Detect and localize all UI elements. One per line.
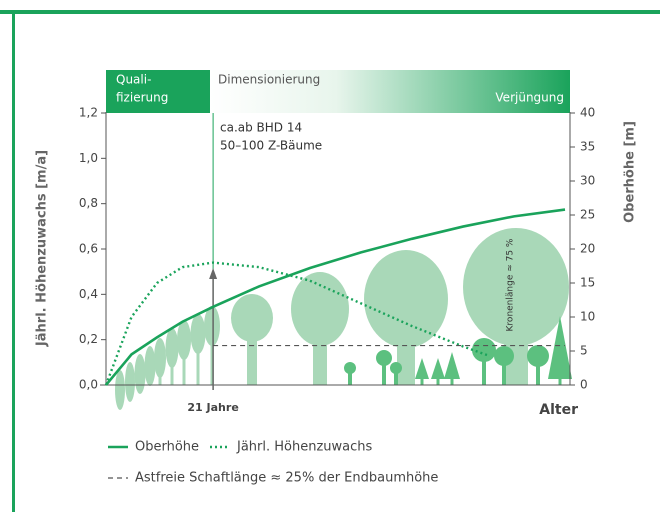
tree-crown bbox=[134, 354, 146, 394]
tree-crown bbox=[125, 362, 135, 402]
legend-label: Oberhöhe bbox=[135, 440, 199, 455]
y-tick-label: 0,2 bbox=[79, 332, 98, 346]
y-tick-label: 0,0 bbox=[79, 378, 98, 392]
tree-trunk bbox=[482, 350, 486, 385]
y2-tick-label: 40 bbox=[580, 106, 595, 120]
annotation: ca.ab BHD 14 bbox=[220, 121, 302, 135]
tree-crown bbox=[291, 272, 349, 346]
y-axis-title: Jährl. Höhenzuwachs [m/a] bbox=[35, 150, 50, 347]
x-tick-label: 21 Jahre bbox=[187, 401, 238, 414]
tree-crown bbox=[154, 338, 166, 378]
phase-label: fizierung bbox=[116, 91, 168, 105]
phase-box bbox=[106, 70, 210, 113]
tree-trunk bbox=[536, 356, 540, 385]
y-tick-label: 0,4 bbox=[79, 287, 98, 301]
phase-label: Dimensionierung bbox=[218, 73, 320, 87]
y-tick-label: 1,0 bbox=[79, 151, 98, 165]
phase-label: Quali- bbox=[116, 73, 151, 87]
tree-crown bbox=[165, 328, 179, 368]
trees bbox=[115, 228, 572, 410]
y2-tick-label: 5 bbox=[580, 344, 588, 358]
tree-trunk bbox=[348, 368, 352, 385]
annotation: 50–100 Z-Bäume bbox=[220, 139, 322, 153]
tree-trunk bbox=[210, 328, 214, 385]
y-tick-label: 1,2 bbox=[79, 106, 98, 120]
tree-crown bbox=[431, 358, 445, 379]
tree-trunk bbox=[382, 358, 386, 385]
tree-crown bbox=[472, 338, 496, 362]
frame-left bbox=[12, 10, 15, 512]
tree-trunk bbox=[394, 368, 398, 385]
tree-crown bbox=[415, 358, 429, 379]
line-series bbox=[105, 208, 566, 386]
y-tick-label: 0,8 bbox=[79, 196, 98, 210]
tree-crown bbox=[144, 346, 156, 386]
line-series bbox=[104, 261, 489, 386]
y2-tick-label: 20 bbox=[580, 242, 595, 256]
y2-tick-label: 30 bbox=[580, 174, 595, 188]
legend-label: Jährl. Höhenzuwachs bbox=[236, 440, 373, 455]
tree-trunk bbox=[182, 342, 186, 385]
tree-trunk bbox=[247, 318, 257, 385]
y2-tick-label: 10 bbox=[580, 310, 595, 324]
tree-crown bbox=[177, 320, 191, 360]
legend: Oberhöhe Jährl. Höhenzuwachs Astfreie Scha… bbox=[108, 440, 438, 486]
x-tick-arrowhead bbox=[209, 268, 218, 279]
phase-box bbox=[210, 70, 570, 113]
tree-crown bbox=[364, 250, 448, 348]
y2-tick-label: 35 bbox=[580, 140, 595, 154]
tree-trunk bbox=[196, 336, 200, 385]
phase-label: Verjüngung bbox=[495, 91, 564, 105]
legend-label: Astfreie Schaftlänge ≈ 25% der Endbaumhö… bbox=[135, 471, 438, 486]
tree-crown bbox=[390, 362, 402, 374]
annotation: Kronenlänge ≈ 75 % bbox=[506, 238, 516, 331]
x-axis-title: Alter bbox=[539, 402, 578, 418]
y-tick-label: 0,6 bbox=[79, 242, 98, 256]
tree-crown bbox=[376, 350, 392, 366]
tree-trunk bbox=[420, 377, 424, 385]
y2-tick-label: 25 bbox=[580, 208, 595, 222]
tree-crown bbox=[527, 345, 549, 367]
tree-crown bbox=[204, 306, 220, 346]
tree-crown bbox=[548, 316, 572, 379]
frame-top bbox=[0, 10, 660, 14]
y2-tick-label: 15 bbox=[580, 276, 595, 290]
tree-crown bbox=[190, 314, 206, 354]
tree-crown bbox=[494, 346, 514, 366]
tree-crown bbox=[463, 228, 569, 346]
y2-tick-label: 0 bbox=[580, 378, 588, 392]
tree-crown bbox=[231, 294, 273, 342]
tree-trunk bbox=[502, 356, 506, 385]
tree-trunk bbox=[436, 377, 440, 385]
y2-axis-title: Oberhöhe [m] bbox=[623, 121, 638, 223]
tree-crown bbox=[115, 370, 125, 410]
tree-trunk bbox=[558, 377, 562, 385]
tree-crown bbox=[344, 362, 356, 374]
tree-crown bbox=[444, 352, 460, 379]
tree-trunk bbox=[450, 377, 454, 385]
